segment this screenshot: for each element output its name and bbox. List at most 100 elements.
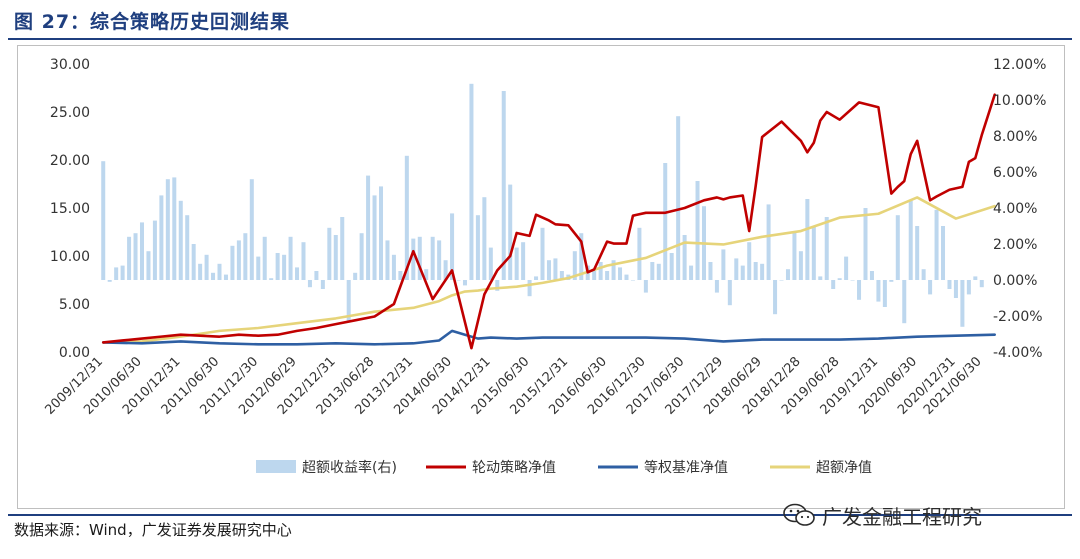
legend-label: 超额收益率(右)	[302, 459, 397, 476]
excess-return-bar	[824, 217, 829, 280]
title-rule	[8, 38, 1072, 40]
excess-return-bar	[139, 222, 144, 280]
excess-return-bar	[114, 267, 119, 280]
right-axis-tick-label: 10.00%	[993, 93, 1046, 109]
excess-return-bar	[372, 195, 377, 280]
excess-return-bar	[204, 254, 209, 280]
left-axis-tick-label: 25.00	[50, 105, 90, 121]
excess-return-bar	[857, 280, 862, 300]
excess-return-bar	[275, 253, 280, 280]
excess-return-bar	[605, 271, 610, 280]
excess-return-bar	[404, 155, 409, 280]
excess-return-bar	[101, 161, 106, 280]
legend-label: 等权基准净值	[644, 459, 728, 476]
excess-return-bar	[747, 242, 752, 280]
right-axis-tick-label: 6.00%	[993, 165, 1037, 181]
chart-frame: 0.00 5.00 10.00 15.00 20.00 25.00 30.00 -4.00% -…	[17, 45, 1065, 509]
excess-return-bar	[882, 280, 887, 307]
footer-rule	[8, 514, 1072, 516]
equal-weight-benchmark-line	[101, 329, 996, 346]
excess-return-bar	[282, 254, 287, 280]
excess-return-bar	[618, 267, 623, 280]
excess-return-bar	[889, 280, 894, 282]
excess-nav-line	[101, 196, 996, 344]
excess-return-bar	[127, 236, 132, 280]
excess-return-bar	[902, 280, 907, 324]
excess-return-bar	[947, 280, 952, 289]
excess-return-bar	[185, 215, 190, 280]
excess-return-bar	[850, 280, 855, 281]
excess-return-bar	[721, 249, 726, 280]
excess-return-bar	[146, 251, 151, 280]
watermark-text: 广发金融工程研究	[822, 504, 982, 529]
left-axis-tick-label: 15.00	[50, 201, 90, 217]
excess-return-bar	[133, 233, 138, 280]
excess-return-bar	[908, 200, 913, 280]
excess-return-bar	[534, 276, 539, 280]
excess-return-bar	[805, 199, 810, 280]
excess-return-bar	[482, 197, 487, 280]
excess-return-bar	[973, 276, 978, 280]
excess-return-bar	[430, 236, 435, 280]
excess-return-bar	[630, 280, 635, 281]
excess-return-bar	[107, 280, 112, 282]
excess-return-bar	[411, 238, 416, 280]
excess-return-bar	[514, 247, 519, 280]
excess-return-bar	[650, 262, 655, 280]
excess-return-bar	[340, 217, 345, 280]
excess-return-bar	[695, 181, 700, 280]
excess-return-bar	[682, 235, 687, 280]
legend-excess-return: 超额收益率(右)	[256, 459, 397, 476]
excess-return-bar	[391, 254, 396, 280]
excess-return-bar	[598, 262, 603, 280]
legend-excess-nav: 超额净值	[770, 460, 872, 476]
excess-return-bar	[353, 272, 358, 280]
excess-return-bar	[314, 271, 319, 280]
excess-return-bar	[256, 256, 261, 280]
excess-return-bar	[469, 83, 474, 280]
legend-swatch	[256, 460, 296, 473]
right-axis-tick-label: -4.00%	[993, 345, 1043, 361]
legend-rotation-strategy: 轮动策略净值	[426, 459, 556, 476]
excess-return-bar	[753, 262, 758, 280]
left-axis-tick-label: 0.00	[59, 345, 90, 361]
excess-return-bar	[398, 271, 403, 280]
left-axis-tick-label: 10.00	[50, 249, 90, 265]
excess-return-bar	[708, 262, 713, 280]
excess-return-bar	[540, 227, 545, 280]
legend-label: 超额净值	[816, 460, 872, 476]
excess-return-bar	[120, 265, 125, 280]
excess-return-bar	[424, 269, 429, 280]
excess-return-bar	[437, 240, 442, 280]
excess-return-bar	[553, 258, 558, 280]
excess-return-bar	[921, 269, 926, 280]
excess-return-bar	[488, 247, 493, 280]
excess-return-bar	[346, 280, 351, 322]
excess-return-bar	[779, 280, 784, 281]
excess-return-bar	[243, 233, 248, 280]
excess-return-bar	[592, 271, 597, 280]
excess-return-bar	[521, 242, 526, 280]
excess-return-bar	[760, 263, 765, 280]
excess-return-bar	[366, 175, 371, 280]
excess-return-bar	[172, 177, 177, 280]
excess-return-bar	[230, 245, 235, 280]
right-axis-tick-label: 4.00%	[993, 201, 1037, 217]
rotation-strategy-line	[101, 93, 996, 350]
excess-return-bar	[301, 242, 306, 280]
excess-return-bar	[831, 280, 836, 289]
left-axis-tick-label: 20.00	[50, 153, 90, 169]
excess-return-bar	[766, 204, 771, 280]
excess-return-bar	[236, 240, 241, 280]
excess-return-bar	[217, 263, 222, 280]
excess-return-bar	[663, 163, 668, 280]
excess-return-bar	[546, 260, 551, 280]
excess-return-bar	[501, 91, 506, 280]
excess-return-bar	[844, 256, 849, 280]
excess-return-bar	[811, 226, 816, 280]
excess-return-bar	[385, 240, 390, 280]
excess-return-bar	[333, 235, 338, 280]
excess-return-bar	[611, 260, 616, 280]
excess-return-bar	[288, 236, 293, 280]
excess-return-bar	[379, 186, 384, 280]
